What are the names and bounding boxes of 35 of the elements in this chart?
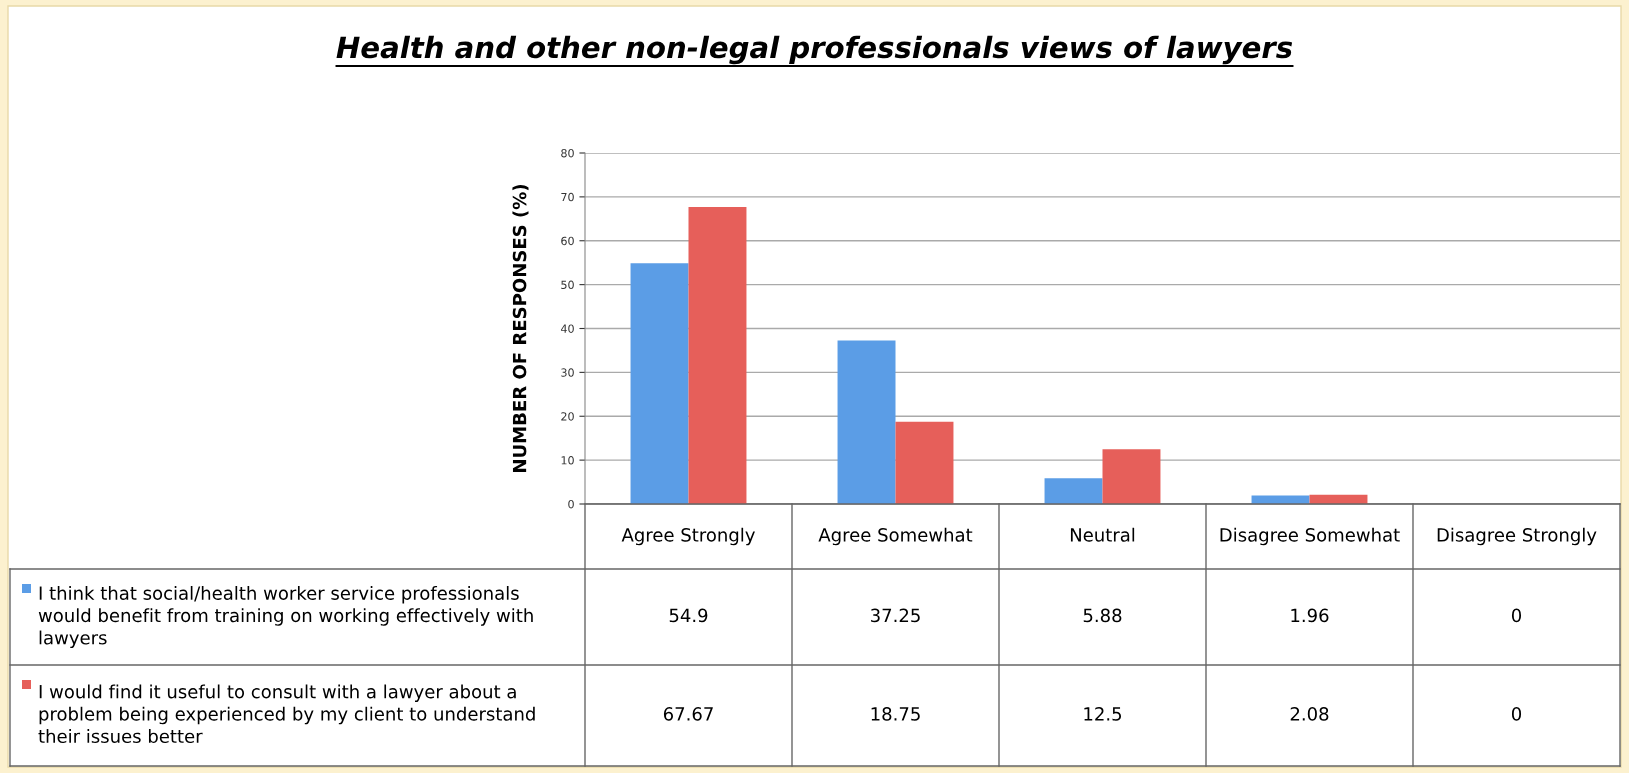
y-tick-label: 10: [561, 456, 574, 465]
x-tick-label: Disagree Strongly: [1437, 527, 1597, 546]
bar: [837, 340, 896, 504]
data-label: 18.75: [871, 707, 920, 721]
data-label: 12.5: [1084, 707, 1122, 721]
x-tick-label: Agree Somewhat: [818, 527, 973, 546]
y-tick-label: 0: [568, 499, 574, 509]
legend-label: I would find it useful to consult with a lawyer about a problem being experienced by my client to understand their issues better: [38, 684, 535, 744]
y-tick-label: 80: [561, 148, 574, 158]
legend-label: I think that social/health worker service professionals would benefit from training on working effectively with lawyers: [38, 585, 533, 649]
y-tick-label: 50: [561, 280, 574, 289]
data-label: 67.67: [663, 707, 713, 721]
y-tick-label: 60: [561, 236, 574, 246]
y-tick-label: 30: [561, 368, 574, 377]
x-tick-label: Neutral: [1070, 527, 1135, 542]
data-label: 5.88: [1083, 608, 1122, 623]
data-label: 54.9: [669, 608, 708, 623]
bar: [630, 263, 689, 504]
y-tick-label: 70: [561, 192, 574, 202]
data-label: 0: [1511, 608, 1522, 623]
x-tick-label: Agree Strongly: [621, 527, 755, 546]
bar: [1044, 478, 1103, 504]
y-tick-label: 40: [560, 324, 574, 333]
data-label: 37.25: [871, 608, 920, 623]
data-label: 2.08: [1290, 707, 1329, 721]
data-label: 0: [1511, 707, 1522, 721]
chart-title: Health and other non-legal professionals views of lawyers: [336, 35, 1293, 65]
x-tick-label: Disagree Somewhat: [1220, 527, 1400, 546]
bar: [1102, 449, 1161, 504]
bar: [1251, 495, 1310, 504]
y-axis-title: NUMBER OF RESPONSES (%): [512, 184, 529, 472]
data-label: 1.96: [1291, 608, 1329, 623]
bar: [688, 207, 747, 504]
bar: [895, 421, 954, 504]
y-tick-label: 20: [561, 412, 574, 421]
